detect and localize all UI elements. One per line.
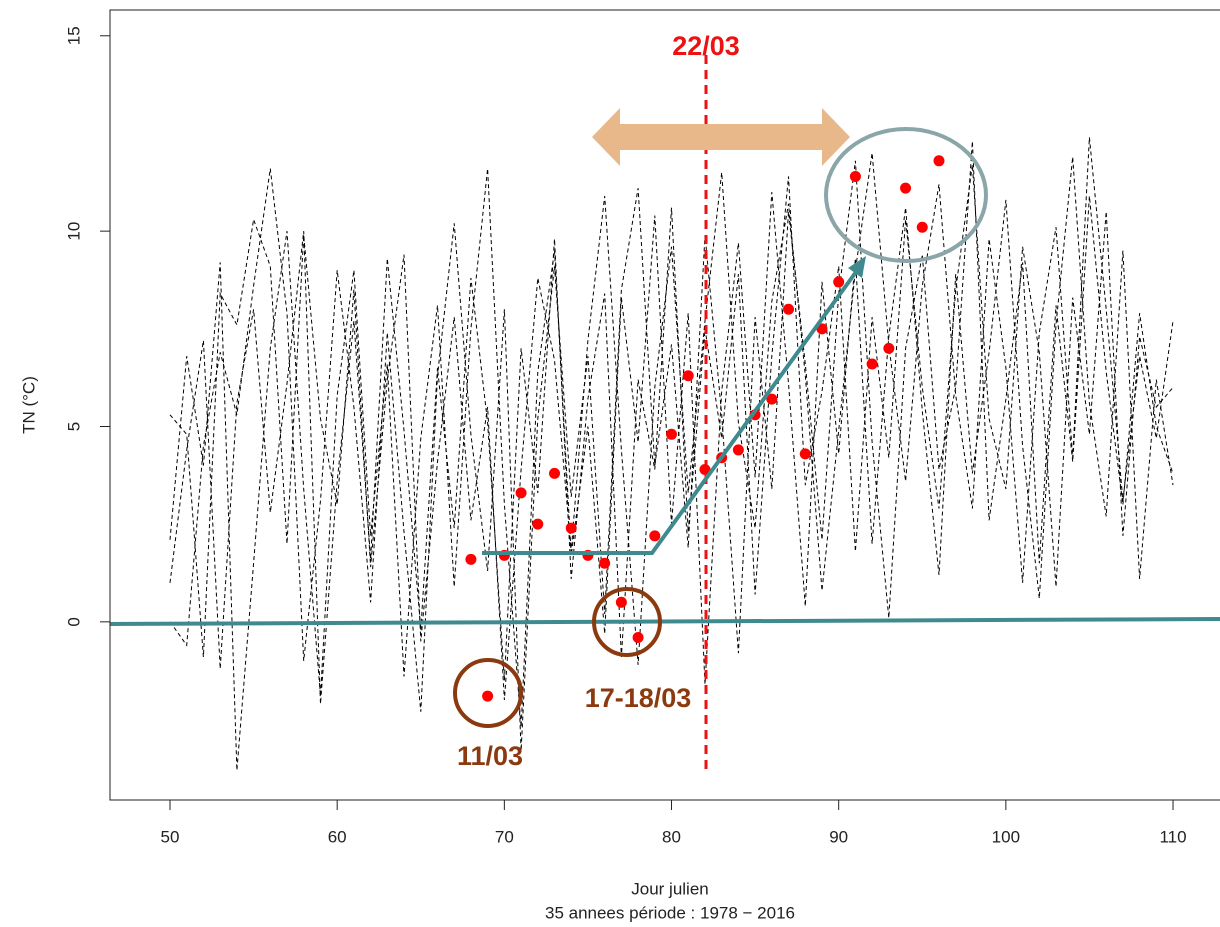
cluster-circle [592, 587, 662, 657]
subtitle: 35 annees période : 1978 − 2016 [545, 903, 795, 922]
point [766, 393, 778, 405]
point [565, 522, 577, 534]
cluster-circle [453, 658, 523, 728]
point [933, 155, 945, 167]
plot-frame [109, 9, 1220, 801]
x-tick-label: 90 [829, 827, 848, 846]
point [465, 553, 477, 565]
point [699, 463, 711, 475]
x-axis-label: Jour julien [631, 879, 709, 898]
point [549, 467, 561, 479]
background-lines [169, 137, 1174, 771]
y-axis-label: TN (°C) [19, 376, 38, 434]
y-tick-label: 5 [64, 422, 83, 431]
point [632, 631, 644, 643]
point [732, 444, 744, 456]
points [465, 155, 945, 702]
point [532, 518, 544, 530]
point [799, 448, 811, 460]
background-line [169, 141, 1174, 751]
point [783, 303, 795, 315]
y-tick-label: 15 [64, 26, 83, 45]
point [883, 342, 895, 354]
date-marker-label: 22/03 [672, 31, 740, 61]
cluster-label: 11/03 [457, 741, 523, 771]
period-arrow [592, 108, 850, 166]
x-tick-label: 110 [1159, 827, 1186, 846]
point [833, 276, 845, 288]
point [666, 428, 678, 440]
point [682, 370, 694, 382]
y-tick-label: 10 [64, 222, 83, 241]
point [515, 487, 527, 499]
point [849, 170, 861, 182]
point [900, 182, 912, 194]
point [615, 596, 627, 608]
x-tick-label: 70 [495, 827, 514, 846]
zero-line [109, 617, 1220, 626]
x-tick-label: 50 [161, 827, 180, 846]
point [866, 358, 878, 370]
trend-arrowhead [848, 256, 866, 278]
background-line [169, 137, 1174, 701]
cluster-label: 17-18/03 [585, 683, 692, 713]
point [599, 557, 611, 569]
x-tick-label: 100 [992, 827, 1020, 846]
background-line [169, 164, 1174, 704]
point [916, 221, 928, 233]
x-tick-label: 60 [328, 827, 347, 846]
point [482, 690, 494, 702]
y-tick-label: 0 [64, 617, 83, 626]
cluster-circle [824, 127, 988, 263]
x-tick-label: 80 [662, 827, 681, 846]
point [649, 530, 661, 542]
trend-arrow [482, 270, 858, 555]
